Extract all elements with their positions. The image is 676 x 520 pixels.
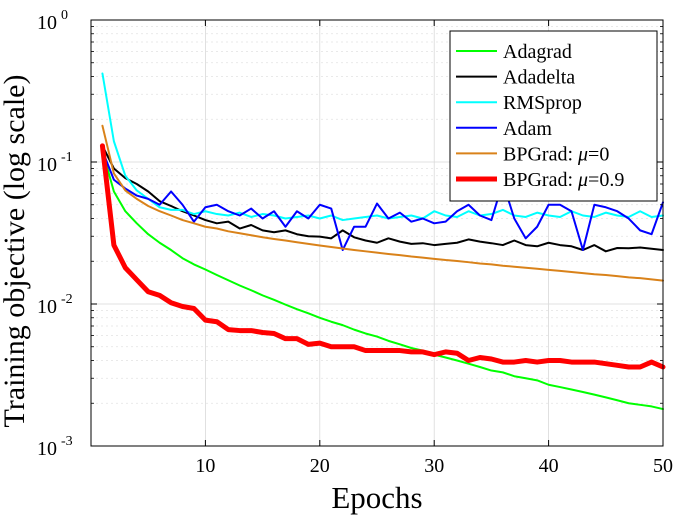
- series-line-2: [101, 144, 664, 253]
- axes-box: [90, 19, 664, 447]
- x-axis-label: Epochs: [331, 480, 422, 515]
- series-line-6: [99, 143, 666, 370]
- legend-label-part: μ: [577, 169, 588, 191]
- y-tick-label-base: 10: [37, 296, 57, 318]
- y-tick-label: 10 -2: [37, 292, 73, 318]
- y-tick-label: 10 -3: [37, 434, 73, 460]
- y-tick-label-base: 10: [37, 12, 57, 34]
- x-tick-label: 30: [424, 455, 444, 477]
- legend-label-part: μ: [577, 143, 588, 165]
- legend-label-part: Adadelta: [503, 67, 575, 89]
- legend-label-part: BPGrad:: [503, 143, 578, 165]
- y-tick-label-base: 10: [37, 438, 57, 460]
- legend-label-part: RMSprop: [503, 92, 582, 114]
- y-tick-label: 10 -1: [37, 150, 73, 176]
- legend-label-part: Adagrad: [503, 41, 572, 63]
- legend-box: [449, 30, 658, 202]
- series-line-3: [101, 72, 664, 222]
- tick-layer: 10 20 30 40 50 10 -3 10 -2 10 -1 10 0: [37, 8, 673, 477]
- x-tick-label: 20: [310, 455, 330, 477]
- series-line-1: [101, 149, 664, 411]
- legend-label-3: RMSprop: [503, 92, 582, 114]
- y-tick-label: 10 0: [37, 8, 68, 34]
- legend-label-5: BPGrad: μ=0: [503, 143, 609, 165]
- series-layer: [99, 72, 666, 411]
- legend-label-6: BPGrad: μ=0.9: [503, 169, 624, 191]
- x-tick-label: 50: [653, 455, 673, 477]
- y-tick-label-exponent: -1: [61, 150, 73, 165]
- series-line-4: [101, 149, 664, 252]
- legend-label-part: =0: [588, 143, 609, 165]
- x-tick-label: 10: [195, 455, 215, 477]
- y-tick-label-exponent: -2: [61, 292, 73, 307]
- y-tick-label-exponent: -3: [61, 434, 73, 449]
- legend-label-part: Adam: [503, 118, 552, 140]
- x-tick-label: 40: [539, 455, 559, 477]
- legend-label-1: Adagrad: [503, 41, 572, 63]
- y-axis-label: Training objective (log scale): [0, 75, 31, 428]
- legend-label-part: BPGrad:: [503, 169, 578, 191]
- legend-label-part: =0.9: [588, 169, 624, 191]
- y-tick-label-exponent: 0: [61, 8, 68, 23]
- legend-label-2: Adadelta: [503, 67, 575, 89]
- series-line-5: [101, 124, 664, 282]
- y-tick-label-base: 10: [37, 154, 57, 176]
- legend-label-4: Adam: [503, 118, 552, 140]
